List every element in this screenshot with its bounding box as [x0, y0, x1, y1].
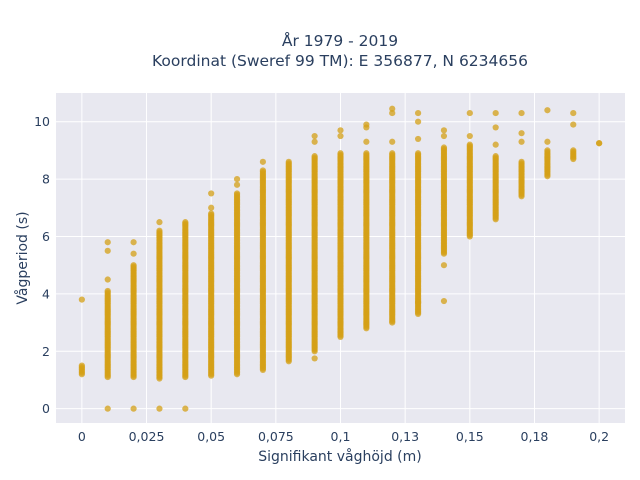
data-point-outlier — [311, 355, 318, 362]
data-point-outlier — [337, 132, 344, 140]
data-point-outlier — [389, 109, 396, 117]
data-point-outlier — [233, 181, 241, 188]
data-point-outlier — [440, 262, 448, 269]
data-point-outlier — [182, 405, 189, 412]
x-tick-label: 0,2 — [589, 429, 609, 444]
data-point-outlier — [440, 132, 448, 140]
data-point-outlier — [156, 219, 163, 226]
data-point-outlier — [208, 204, 215, 211]
chart-title-line1: År 1979 - 2019 — [282, 31, 398, 50]
data-point — [363, 150, 370, 157]
data-point-outlier — [492, 109, 499, 117]
y-tick-labels: 0 2 4 6 8 10 — [34, 114, 50, 416]
data-point-outlier — [466, 132, 473, 140]
data-point — [414, 150, 422, 157]
data-point — [596, 140, 603, 147]
data-point-outlier — [466, 109, 473, 117]
data-point-outlier — [311, 138, 318, 145]
data-point-outlier — [414, 135, 422, 143]
data-point-outlier — [208, 190, 215, 197]
data-point-outlier — [389, 138, 396, 145]
data-point — [182, 219, 189, 226]
y-tick-label: 8 — [42, 172, 50, 187]
data-point — [156, 227, 163, 234]
x-tick-labels: 0 0,025 0,05 0,075 0,1 0,13 0,15 0,18 0,2 — [78, 429, 609, 444]
data-point-outlier — [570, 121, 577, 128]
y-tick-label: 10 — [34, 114, 50, 129]
data-point-outlier — [156, 405, 163, 412]
data-point-outlier — [518, 130, 525, 137]
data-point — [337, 150, 344, 157]
y-tick-label: 2 — [42, 344, 50, 359]
data-point — [389, 150, 396, 157]
data-point-outlier — [570, 109, 577, 117]
data-point — [104, 287, 111, 295]
data-point — [130, 262, 137, 269]
data-point-outlier — [414, 299, 422, 306]
data-point-outlier — [233, 175, 241, 183]
x-tick-label: 0,18 — [521, 429, 549, 444]
x-tick-label: 0,1 — [331, 429, 351, 444]
data-point-outlier — [389, 105, 396, 112]
data-point — [544, 147, 551, 154]
x-tick-label: 0,05 — [197, 429, 225, 444]
data-point-outlier — [363, 121, 370, 128]
y-axis-label: Vågperiod (s) — [14, 211, 31, 304]
data-point — [259, 167, 267, 174]
data-point — [492, 153, 499, 160]
data-point-outlier — [104, 239, 111, 246]
x-tick-label: 0,025 — [129, 429, 165, 444]
data-point-outlier — [440, 297, 448, 305]
data-point-outlier — [104, 405, 111, 412]
data-point-outlier — [414, 118, 422, 125]
x-axis-label: Signifikant våghöjd (m) — [258, 448, 421, 465]
data-point-outlier — [104, 276, 111, 283]
data-point-outlier — [544, 107, 551, 114]
y-tick-label: 0 — [42, 401, 50, 416]
data-point-outlier — [518, 138, 525, 145]
data-point — [570, 147, 577, 154]
data-point-outlier — [518, 109, 525, 117]
data-point-outlier — [130, 239, 137, 246]
x-tick-label: 0 — [78, 429, 86, 444]
data-point-outlier — [544, 138, 551, 145]
data-point-outlier — [130, 405, 137, 412]
data-point-outlier — [337, 127, 344, 134]
data-point-outlier — [259, 158, 267, 165]
data-point — [518, 158, 525, 165]
x-tick-label: 0,075 — [258, 429, 294, 444]
data-point — [233, 190, 241, 197]
data-point-outlier — [492, 141, 499, 148]
data-point — [311, 153, 318, 160]
data-point-outlier — [440, 127, 448, 134]
data-point-outlier — [414, 109, 422, 117]
y-tick-label: 4 — [42, 286, 50, 301]
x-tick-label: 0,15 — [456, 429, 484, 444]
data-point-outlier — [78, 296, 85, 303]
data-point — [78, 362, 85, 369]
chart-title-line2: Koordinat (Sweref 99 TM): E 356877, N 62… — [152, 52, 528, 70]
data-point — [466, 141, 473, 148]
data-points — [78, 105, 603, 412]
data-point-outlier — [311, 132, 318, 140]
data-point-outlier — [104, 247, 111, 254]
data-point-outlier — [492, 124, 499, 131]
data-point — [285, 158, 292, 165]
data-point-outlier — [363, 138, 370, 145]
data-point — [440, 144, 448, 151]
data-point-outlier — [130, 250, 137, 257]
data-point — [208, 210, 215, 217]
x-tick-label: 0,13 — [391, 429, 419, 444]
y-tick-label: 6 — [42, 229, 50, 244]
